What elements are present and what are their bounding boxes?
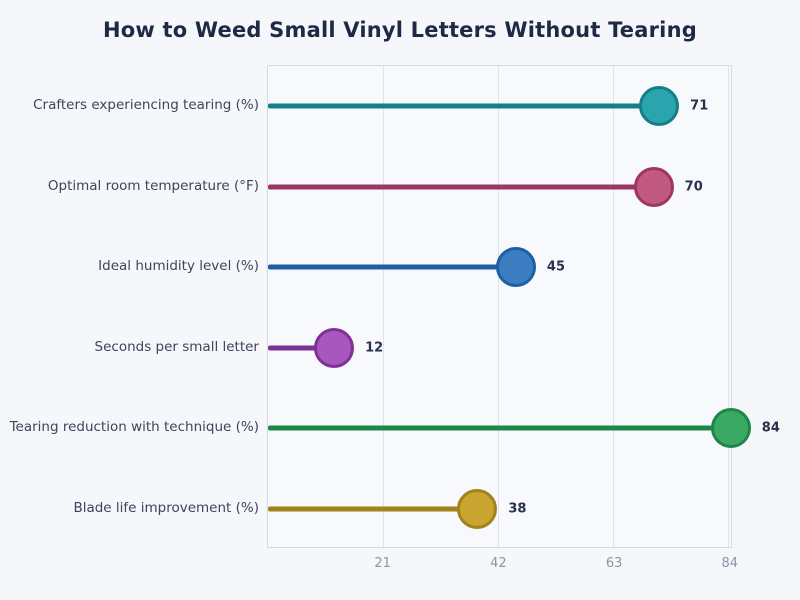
category-label: Crafters experiencing tearing (%) (33, 97, 259, 114)
lollipop-dot (633, 166, 674, 207)
data-value-label: 45 (546, 259, 566, 275)
category-label: Tearing reduction with technique (%) (9, 419, 259, 436)
x-tick-label: 42 (490, 556, 507, 571)
data-value-label: 38 (508, 501, 527, 517)
lollipop-stem (268, 345, 335, 351)
chart-title: How to Weed Small Vinyl Letters Without … (103, 18, 697, 42)
gridline-x-42 (497, 66, 499, 547)
category-label: Blade life improvement (%) (73, 499, 259, 516)
lollipop-stem (268, 425, 731, 431)
gridline-x-21 (382, 66, 384, 547)
gridline-x-63 (613, 66, 615, 547)
category-label: Ideal humidity level (%) (98, 258, 259, 275)
lollipop-stem (268, 103, 660, 109)
x-tick-label: 63 (605, 556, 623, 571)
lollipop-dot (314, 327, 355, 368)
category-label: Seconds per small letter (94, 338, 259, 355)
lollipop-dot (495, 247, 536, 288)
category-label: Optimal room temperature (°F) (47, 177, 259, 194)
data-value-label: 84 (761, 420, 780, 436)
x-tick-label: 21 (374, 556, 391, 571)
lollipop-dot (710, 408, 751, 449)
lollipop-stem (268, 506, 478, 512)
data-value-label: 70 (684, 179, 703, 195)
lollipop-stem (268, 264, 516, 270)
gridline-x-84 (728, 66, 730, 547)
lollipop-stem (268, 184, 654, 190)
data-value-label: 12 (365, 340, 384, 356)
lollipop-dot (457, 488, 498, 529)
lollipop-dot (639, 86, 680, 127)
data-value-label: 71 (690, 98, 709, 114)
x-tick-label: 84 (721, 556, 739, 571)
plot-area: 71 70 45 12 84 38 (267, 65, 780, 548)
